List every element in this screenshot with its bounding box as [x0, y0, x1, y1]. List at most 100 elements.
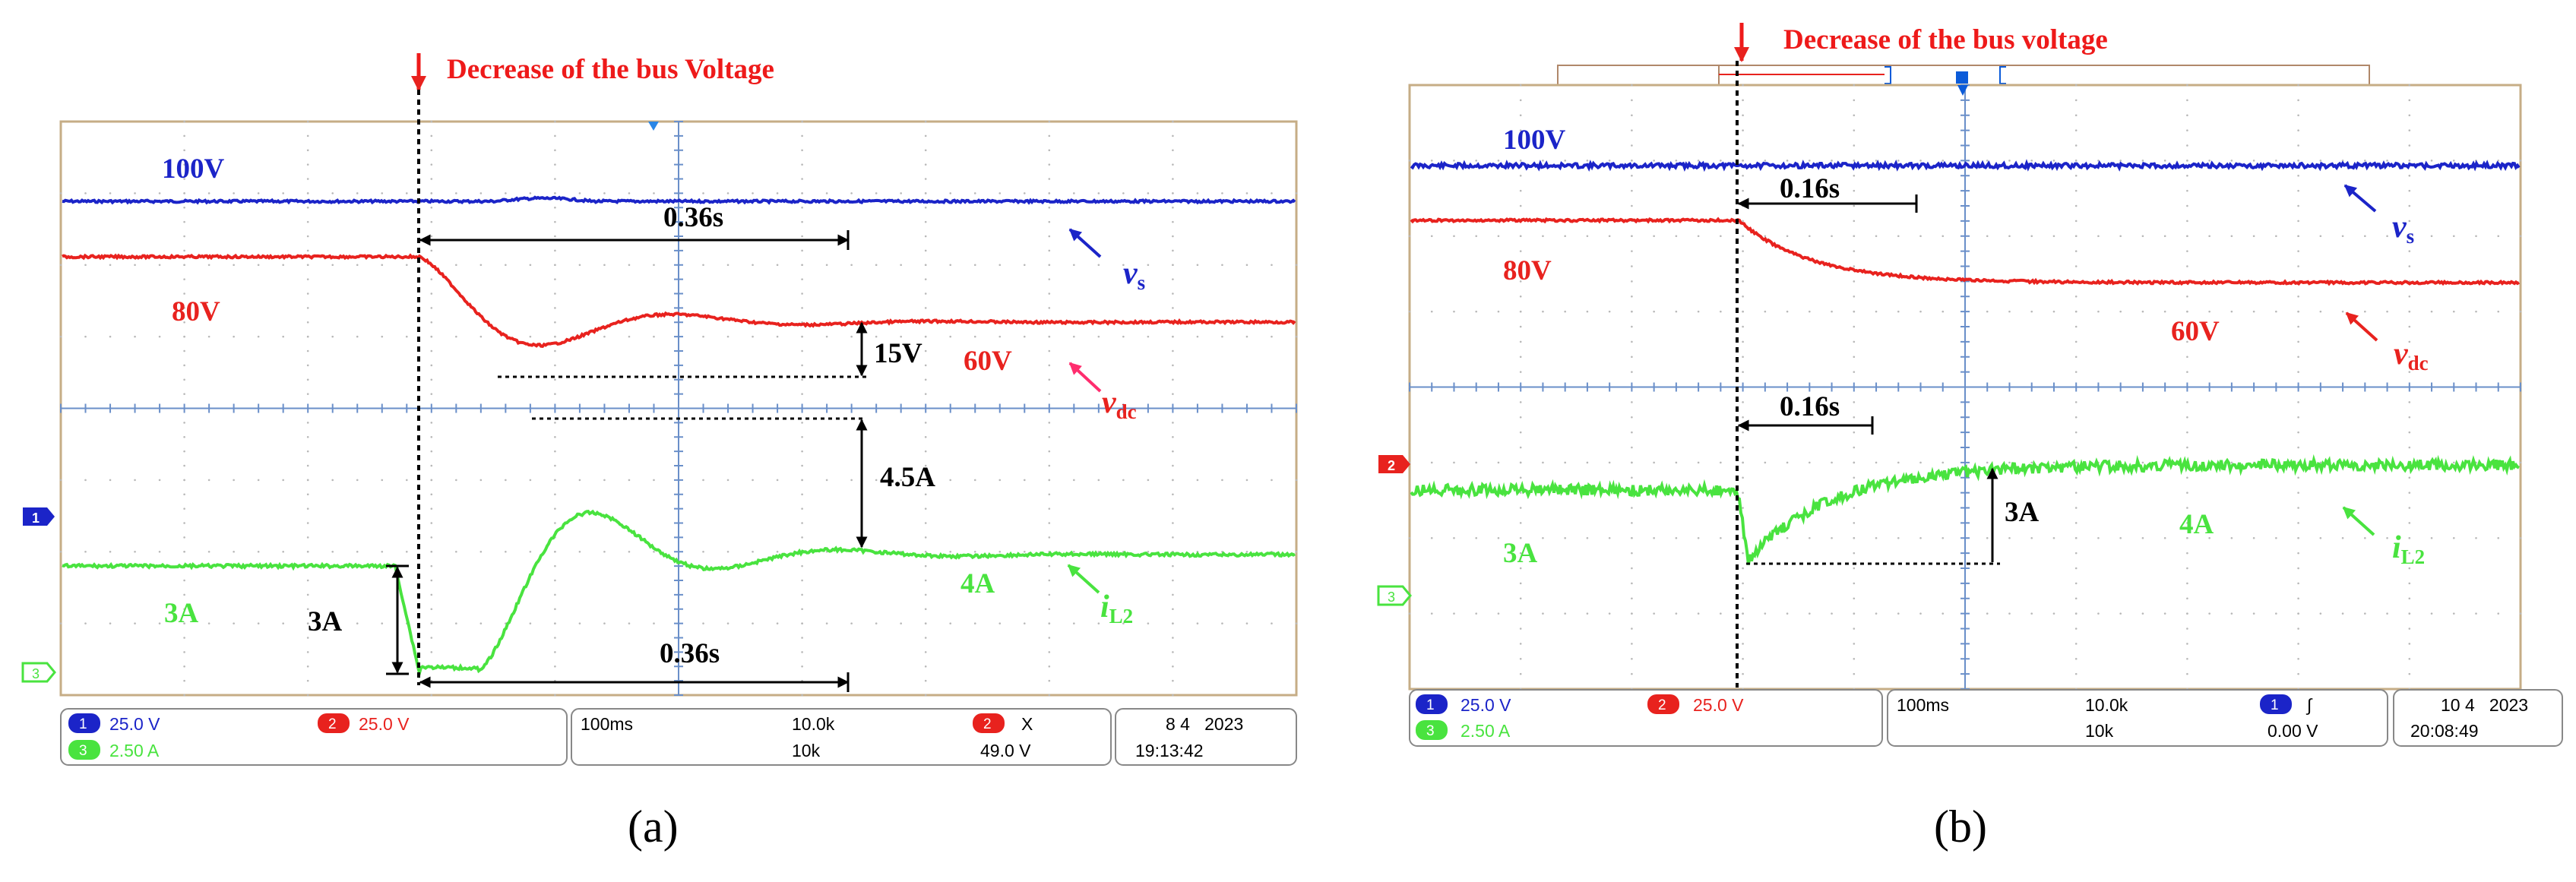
grid-dot: [2186, 492, 2188, 494]
grid-dot: [1720, 310, 1722, 313]
grid-dot: [1519, 567, 1522, 570]
grid-dot: [505, 479, 507, 482]
grid-dot: [479, 335, 483, 338]
trigger-marker-a: [648, 122, 659, 131]
grid-dot: [529, 550, 532, 553]
grid-dot: [1853, 160, 1856, 162]
grid-dot: [430, 435, 433, 438]
grid-dot: [1519, 295, 1522, 298]
grid-dot: [455, 264, 457, 267]
grid-dot: [183, 493, 185, 496]
grid-dot: [2163, 612, 2166, 615]
grid-dot: [1048, 206, 1051, 209]
grid-dot: [2074, 612, 2078, 615]
grid-dot: [84, 335, 87, 338]
ch1-marker-a: 1: [23, 507, 55, 526]
grid-dot: [1631, 476, 1633, 479]
grid-dot: [1475, 310, 1478, 313]
timebase-b: 100ms: [1897, 695, 1949, 715]
grid-dot: [306, 307, 309, 309]
grid-dot: [1453, 235, 1455, 238]
grid-dot: [1742, 552, 1744, 555]
grid-dot: [2141, 160, 2144, 162]
grid-dot: [924, 335, 927, 338]
grid-dot: [949, 192, 952, 194]
grid-dot: [1519, 250, 1522, 252]
grid-dot: [1172, 149, 1174, 152]
grid-dot: [924, 149, 927, 152]
grid-dot: [2074, 446, 2078, 449]
grid-dot: [924, 393, 927, 395]
grid-dot: [1271, 479, 1273, 482]
grid-dot: [183, 163, 185, 166]
grid-dot: [1631, 431, 1633, 434]
label-il2-a: iL2: [1100, 590, 1133, 628]
grid-dot: [2497, 612, 2500, 615]
grid-dot: [1172, 579, 1174, 582]
grid-dot: [1122, 622, 1125, 624]
grid-dot: [2141, 310, 2144, 313]
grid-dot: [2163, 160, 2166, 162]
grid-dot: [924, 536, 927, 539]
grid-dot: [183, 622, 185, 624]
grid-dot: [2319, 612, 2322, 615]
grid-dot: [1853, 657, 1856, 660]
grid-dot: [801, 192, 803, 194]
grid-dot: [554, 564, 556, 567]
grid-dot: [405, 479, 408, 482]
grid-dot: [801, 507, 803, 510]
ch1-scale-a: 25.0 V: [109, 714, 160, 734]
grid-dot: [1519, 492, 1522, 494]
grid-dot: [752, 192, 754, 194]
grid-dot: [1631, 612, 1633, 615]
grid-dot: [306, 335, 309, 338]
grid-dot: [2519, 612, 2522, 615]
grid-dot: [603, 479, 606, 482]
grid-dot: [84, 192, 87, 194]
status-bar-a: 1 25.0 V 2 25.0 V 3 2.50 A 100ms 10.0k 1…: [60, 708, 1297, 766]
grid-dot: [801, 536, 803, 539]
grid-dot: [183, 335, 185, 338]
grid-dot: [1764, 310, 1767, 313]
grid-dot: [1809, 461, 1811, 464]
grid-dot: [2052, 310, 2055, 313]
grid-dot: [183, 349, 185, 352]
grid-dot: [1608, 612, 1611, 615]
label-60V-b: 60V: [2171, 316, 2220, 347]
label-4.5A-a: 4.5A: [880, 462, 935, 493]
grid-dot: [1271, 335, 1273, 338]
grid-dot: [430, 364, 433, 367]
grid-dot: [2297, 446, 2299, 449]
grid-dot: [1430, 310, 1433, 313]
grid-dot: [331, 479, 334, 482]
ch2-badge-b: [1647, 694, 1679, 714]
grid-dot: [306, 593, 309, 596]
grid-dot: [578, 192, 581, 194]
grid-dot: [1147, 550, 1150, 553]
grid-dot: [158, 335, 161, 338]
grid-dot: [2297, 612, 2299, 615]
grid-dot: [2341, 160, 2344, 162]
grid-dot: [1048, 464, 1051, 467]
grid-dot: [1586, 160, 1589, 162]
grid-dot: [752, 479, 754, 482]
grid-dot: [2074, 340, 2078, 343]
grid-dot: [1147, 622, 1150, 624]
grid-dot: [1048, 694, 1051, 697]
grid-dot: [1853, 325, 1856, 328]
grid-dot: [2030, 160, 2033, 162]
grid-dot: [2074, 160, 2078, 162]
grid-dot: [801, 249, 803, 252]
grid-dot: [924, 249, 927, 252]
grid-dot: [1586, 235, 1589, 238]
grid-dot: [2208, 160, 2210, 162]
grid-dot: [776, 479, 779, 482]
grid-dot: [1631, 552, 1633, 555]
grid-dot: [183, 422, 185, 424]
ch3-badge-num-a: 3: [79, 743, 87, 759]
grid-dot: [653, 335, 655, 338]
grid-dot: [2186, 129, 2188, 131]
grid-dot: [1097, 335, 1100, 338]
grid-dot: [554, 206, 556, 209]
grid-dot: [2186, 522, 2188, 524]
